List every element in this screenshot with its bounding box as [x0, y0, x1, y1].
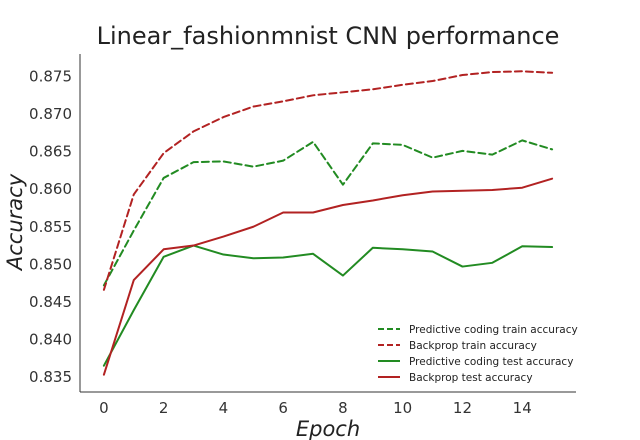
y-tick-label: 0.870 — [29, 105, 72, 123]
legend-label: Predictive coding train accuracy — [409, 324, 578, 336]
y-tick-label: 0.845 — [29, 293, 72, 311]
series-line-3 — [102, 244, 554, 367]
x-tick-label: 0 — [99, 399, 109, 417]
y-tick-label: 0.860 — [29, 180, 72, 198]
x-tick-label: 6 — [278, 399, 288, 417]
y-tick-label: 0.850 — [29, 255, 72, 273]
legend-label: Predictive coding test accuracy — [409, 356, 573, 368]
y-tick-label: 0.840 — [29, 330, 72, 348]
y-tick-label: 0.835 — [29, 368, 72, 386]
chart-axes — [79, 54, 576, 393]
y-axis-label: Accuracy — [3, 173, 27, 272]
x-tick-label: 14 — [513, 399, 532, 417]
x-axis-label: Epoch — [296, 417, 360, 440]
series-line-1 — [102, 139, 554, 287]
x-tick-label: 4 — [219, 399, 229, 417]
legend-label: Backprop train accuracy — [409, 340, 537, 352]
chart-title: Linear_fashionmnist CNN performance — [97, 22, 560, 50]
y-tick-label: 0.865 — [29, 143, 72, 161]
x-tick-label: 2 — [159, 399, 169, 417]
x-axis-ticks: 0 2 4 6 8 10 12 14 — [99, 399, 532, 417]
y-axis-ticks: 0.835 0.840 0.845 0.850 0.855 0.860 0.865 0.870… — [29, 68, 72, 386]
x-tick-label: 12 — [453, 399, 472, 417]
series-line-2 — [102, 70, 554, 291]
y-tick-label: 0.855 — [29, 218, 72, 236]
y-tick-label: 0.875 — [29, 68, 72, 86]
legend-label: Backprop test accuracy — [409, 372, 533, 384]
legend: Predictive coding train accuracy Backprop… — [378, 324, 578, 384]
series-layer — [102, 70, 554, 376]
series-line-4 — [102, 177, 554, 376]
x-tick-label: 10 — [393, 399, 412, 417]
x-tick-label: 8 — [338, 399, 348, 417]
